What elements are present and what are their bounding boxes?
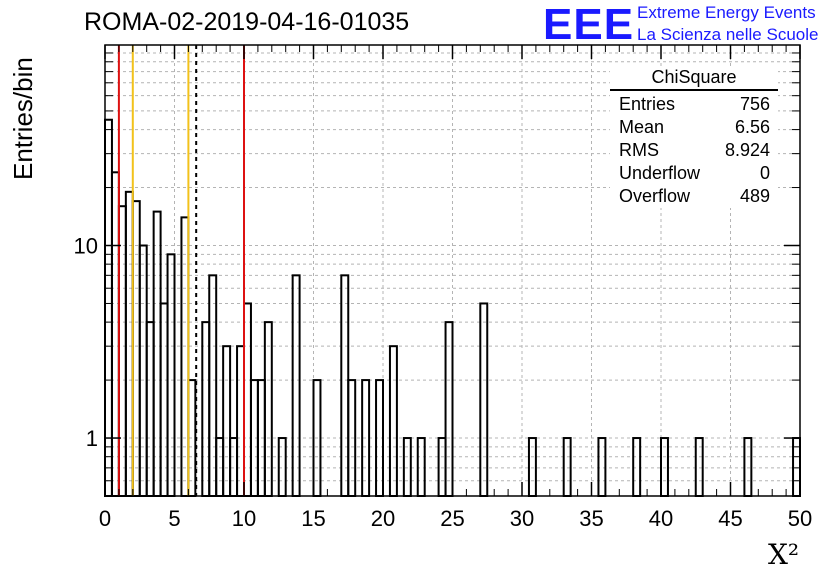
stats-label: Entries — [619, 94, 676, 114]
histogram-bar — [104, 118, 113, 497]
histogram-bar — [291, 274, 301, 497]
histogram-bar — [340, 274, 350, 497]
stats-row-overflow: Overflow 489 — [610, 185, 778, 208]
stats-value: 6.56 — [734, 117, 770, 137]
histogram-bar — [138, 244, 148, 497]
x-tick-label: 15 — [301, 506, 325, 531]
grid-lines — [104, 45, 801, 496]
histogram-bar — [117, 205, 127, 497]
y-tick-label: 1 — [86, 426, 98, 451]
logo-line-1: Extreme Energy Events — [637, 3, 816, 22]
stats-value: 756 — [739, 94, 770, 114]
stats-row-mean: Mean 6.56 — [610, 116, 778, 139]
stats-label: RMS — [619, 140, 659, 160]
histogram-bar — [180, 216, 190, 497]
stats-value: 489 — [739, 186, 770, 206]
histogram-bar — [222, 345, 232, 497]
x-axis-label: X² — [768, 538, 800, 571]
reference-lines — [117, 45, 245, 496]
x-tick-label: 35 — [579, 506, 603, 531]
x-tick-label: 0 — [99, 506, 111, 531]
axis-tick-labels: 0 5 10 15 20 25 30 35 40 45 50 1 10 — [74, 234, 813, 531]
run-title: ROMA-02-2019-04-16-01035 — [84, 8, 410, 36]
stats-label: Underflow — [619, 163, 701, 183]
x-tick-label: 30 — [510, 506, 534, 531]
histogram-bar — [243, 302, 252, 497]
x-tick-label: 25 — [440, 506, 464, 531]
stats-label: Overflow — [619, 186, 691, 206]
eee-logo-mark: EEE — [543, 0, 635, 49]
histogram-bar — [236, 345, 246, 497]
stats-value: 8.924 — [724, 140, 770, 160]
histogram-bar — [388, 345, 398, 497]
stats-value: 0 — [759, 163, 770, 183]
histogram-bar — [124, 190, 134, 497]
stats-label: Mean — [619, 117, 665, 137]
histogram-bar — [145, 321, 155, 497]
axis-ticks — [104, 45, 801, 496]
histogram-bar — [479, 302, 489, 497]
x-tick-label: 45 — [718, 506, 742, 531]
stats-title: ChiSquare — [610, 67, 778, 91]
x-tick-label: 50 — [788, 506, 812, 531]
histogram-bar — [110, 171, 120, 498]
x-tick-label: 5 — [168, 506, 180, 531]
histogram-bar — [201, 321, 211, 497]
stats-row-rms: RMS 8.924 — [610, 139, 778, 162]
stats-box: ChiSquare Entries 756 Mean 6.56 RMS 8.92… — [610, 67, 778, 208]
y-tick-label: 10 — [74, 234, 98, 259]
histogram-bar — [166, 253, 176, 497]
x-tick-label: 10 — [232, 506, 256, 531]
stats-row-underflow: Underflow 0 — [610, 162, 778, 185]
histogram-bar — [444, 321, 454, 497]
histogram-bar — [159, 302, 169, 497]
histogram-bar — [263, 321, 273, 497]
stats-row-entries: Entries 756 — [610, 93, 778, 116]
x-tick-label: 40 — [649, 506, 673, 531]
x-tick-label: 20 — [371, 506, 395, 531]
logo-line-2: La Scienza nelle Scuole — [637, 25, 819, 44]
y-axis-label: Entries/bin — [8, 57, 38, 180]
histogram-bar — [208, 274, 218, 497]
